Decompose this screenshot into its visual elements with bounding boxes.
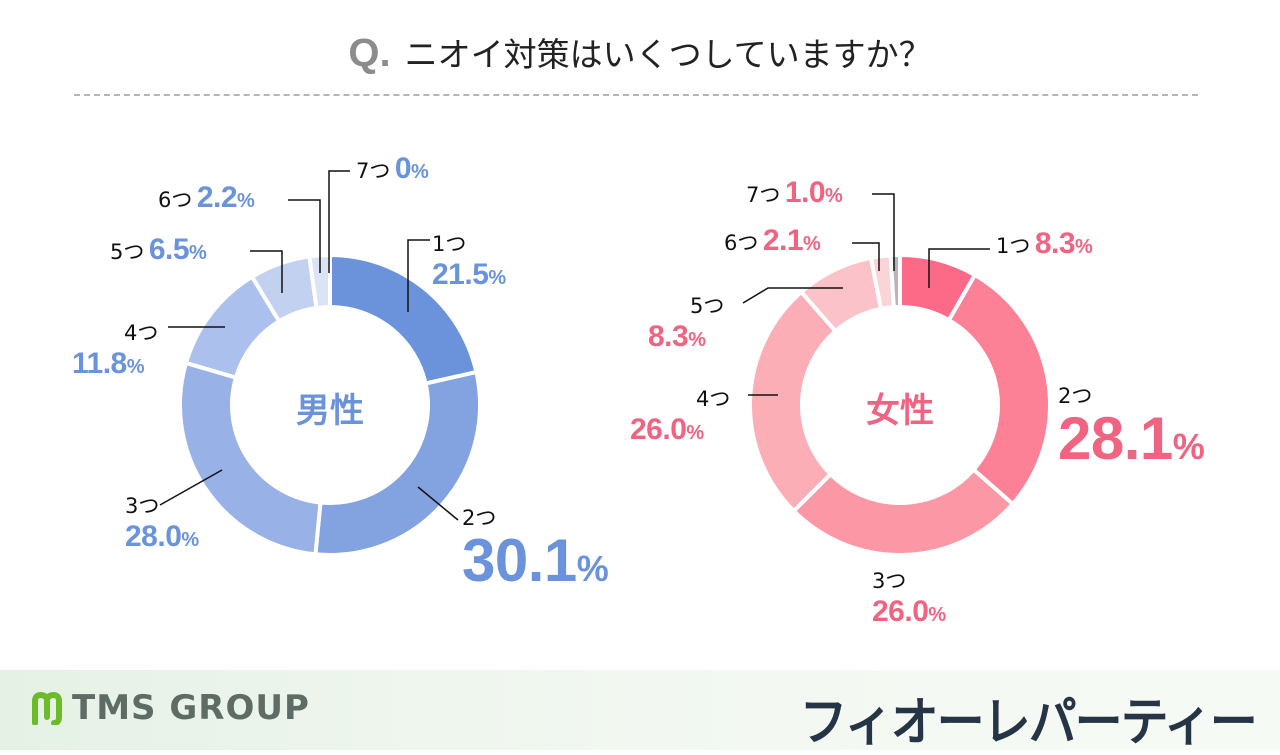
male-label-2: 2つ 30.1% (462, 506, 609, 594)
company-name: TMS GROUP (72, 688, 310, 728)
female-segment-4 (748, 289, 839, 514)
female-label-7: 7つ 1.0% (746, 176, 843, 209)
female-label-2: 2つ 28.1% (1058, 384, 1205, 472)
female-label-4: 4つ 26.0% (630, 387, 731, 446)
male-label-3: 3つ 28.0% (125, 494, 199, 553)
female-label-1: 1つ 8.3% (996, 227, 1093, 260)
dashed-divider (74, 94, 1198, 96)
female-label-3: 3つ 26.0% (872, 569, 946, 628)
leader-line-female-1 (928, 248, 990, 288)
male-center-label: 男性 (296, 391, 364, 431)
female-segment-7 (888, 252, 902, 310)
female-donut-chart (748, 252, 1053, 558)
male-label-7: 7つ 0% (356, 152, 429, 185)
male-label-6: 6つ 2.2% (158, 181, 255, 214)
male-label-4: 4つ 11.8% (72, 321, 159, 380)
male-segment-2 (313, 369, 482, 557)
leader-line-female-6 (852, 242, 880, 271)
leader-lines (159, 170, 990, 521)
tms-m-icon (32, 691, 62, 725)
female-segment-2 (946, 272, 1053, 507)
leader-line-male-5 (250, 250, 283, 293)
male-donut-chart (178, 252, 482, 557)
tms-logo: TMS GROUP (32, 688, 310, 728)
female-label-5: 5つ 8.3% (648, 294, 725, 353)
leader-line-male-1 (407, 239, 430, 312)
question-text: ニオイ対策はいくつしていますか？ (404, 35, 932, 74)
leader-line-male-3 (159, 469, 223, 506)
female-segment-3 (790, 466, 1016, 558)
footer-bar: TMS GROUP フィオーレパーティー (0, 670, 1280, 753)
male-label-1: 1つ 21.5% (432, 232, 506, 291)
leader-line-male-7 (328, 170, 350, 273)
male-segment-6 (307, 252, 332, 311)
question-prefix: Q. (348, 31, 391, 75)
female-label-6: 6つ 2.1% (724, 224, 821, 257)
male-segment-3 (178, 360, 323, 557)
leader-line-female-5 (742, 287, 843, 304)
leader-line-female-7 (872, 193, 895, 271)
leader-line-male-6 (288, 199, 321, 273)
brand-name: フィオーレパーティー (799, 693, 1258, 753)
female-center-label: 女性 (866, 391, 934, 431)
question-title: Q. ニオイ対策はいくつしていますか？ (0, 28, 1280, 76)
male-label-5: 5つ 6.5% (110, 233, 207, 266)
leader-line-male-2 (417, 486, 459, 521)
